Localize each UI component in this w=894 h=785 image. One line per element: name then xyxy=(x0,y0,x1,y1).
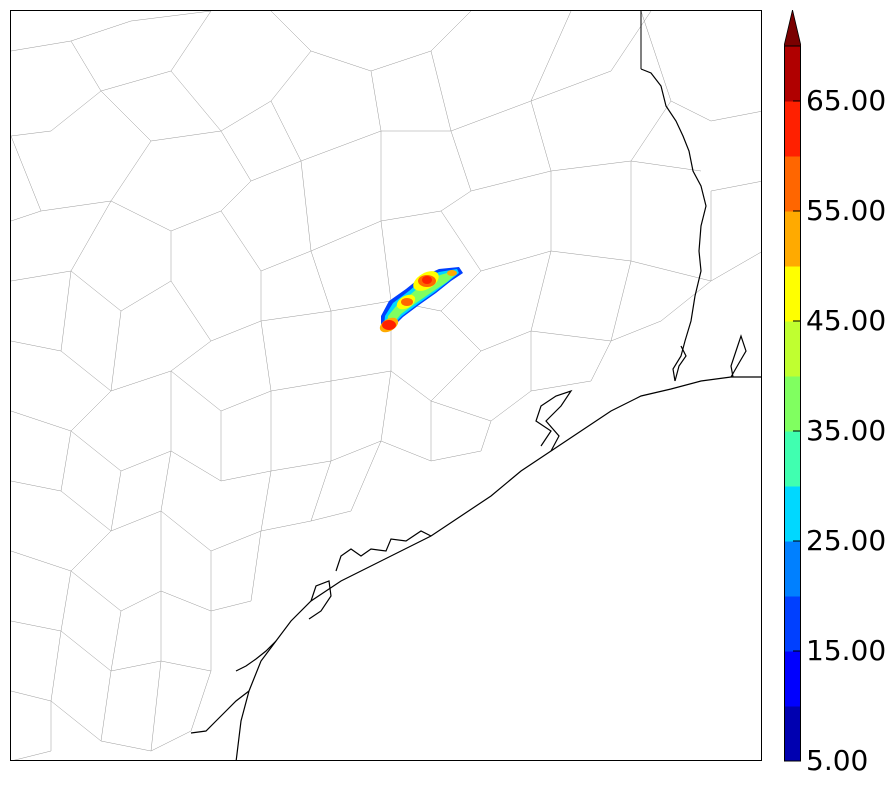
colorbar-segment xyxy=(784,651,801,707)
colorbar-segment xyxy=(784,431,801,487)
colorbar-tick-label-4: 45.00 xyxy=(806,304,887,337)
colorbar-extend-arrow xyxy=(784,10,801,47)
colorbar-segment xyxy=(784,46,801,102)
county-boundaries xyxy=(11,11,761,760)
reflectivity-map xyxy=(11,11,761,760)
colorbar-segment xyxy=(784,211,801,267)
reflectivity-cell xyxy=(379,267,463,333)
colorbar-segment xyxy=(784,266,801,322)
map-panel xyxy=(10,10,762,761)
colorbar-tick-label-1: 15.00 xyxy=(806,634,887,667)
colorbar-tick-label-2: 25.00 xyxy=(806,524,887,557)
colorbar-tick-label-0: 5.00 xyxy=(806,744,869,777)
colorbar-segment xyxy=(784,376,801,432)
colorbar-segment xyxy=(784,321,801,377)
colorbar-segment xyxy=(784,486,801,542)
colorbar-tick-label-6: 65.00 xyxy=(806,84,887,117)
colorbar-segment xyxy=(784,541,801,597)
colorbar-segment xyxy=(784,156,801,212)
colorbar-tick-label-5: 55.00 xyxy=(806,194,887,227)
colorbar-segment xyxy=(784,101,801,157)
colorbar-segment xyxy=(784,706,801,762)
colorbar xyxy=(784,10,801,762)
colorbar-segment xyxy=(784,596,801,652)
colorbar-border xyxy=(784,45,801,762)
coastline xyxy=(190,68,761,760)
colorbar-tick-label-3: 35.00 xyxy=(806,414,887,447)
